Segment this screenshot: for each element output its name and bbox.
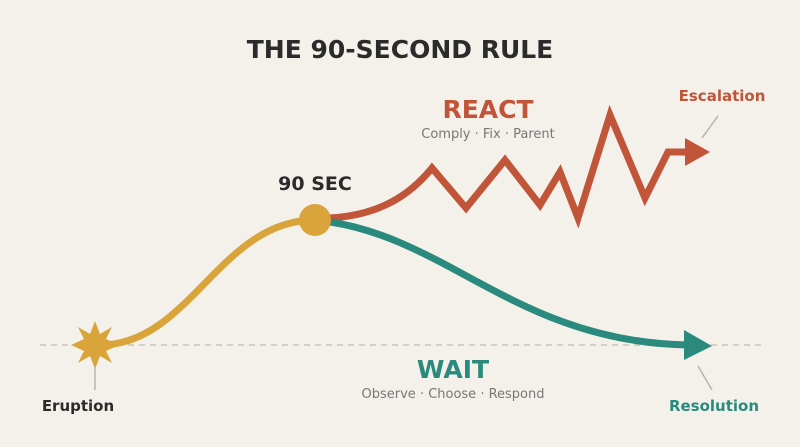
peak-label: 90 SEC [278, 173, 352, 195]
react-path [329, 104, 690, 229]
resolution-leader [697, 365, 713, 391]
escalation-label: Escalation [679, 87, 766, 105]
resolution-label: Resolution [669, 397, 759, 415]
wait-title: WAIT [417, 355, 489, 384]
react-subtitle: Comply · Fix · Parent [421, 127, 555, 142]
wait-arrowhead [684, 330, 712, 360]
wait-path [329, 218, 689, 349]
eruption-star [71, 321, 119, 369]
react-arrowhead [685, 138, 710, 166]
react-title: REACT [442, 95, 533, 124]
title: THE 90-SECOND RULE [247, 35, 554, 64]
peak-dot [299, 204, 331, 236]
eruption-label: Eruption [42, 397, 114, 415]
escalation-leader [701, 115, 719, 139]
wait-subtitle: Observe · Choose · Respond [362, 387, 545, 402]
rise-curve [96, 216, 319, 349]
